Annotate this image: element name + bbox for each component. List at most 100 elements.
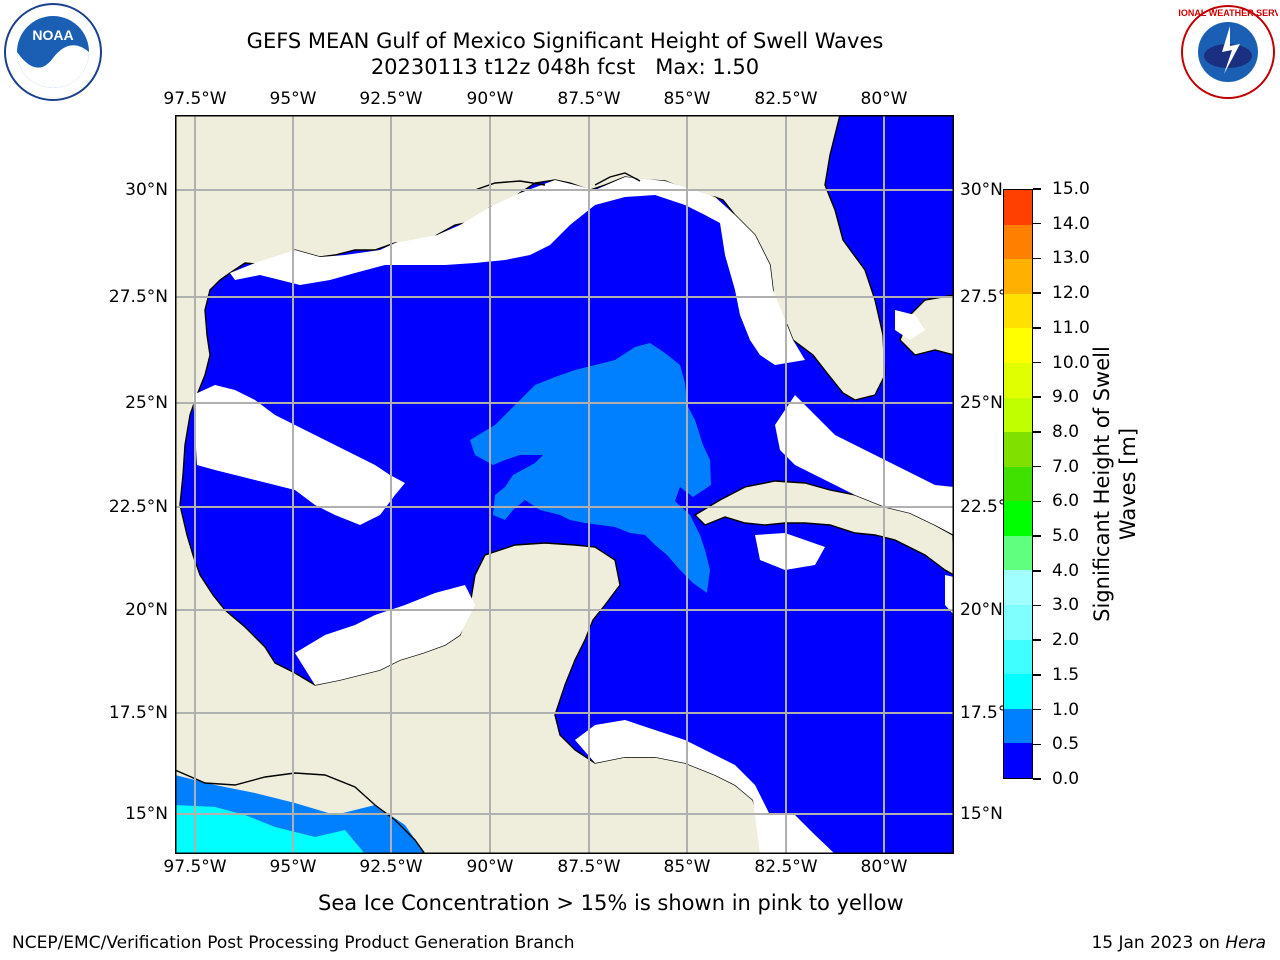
colorbar-tick-label: 11.0 xyxy=(1052,317,1090,338)
colorbar-tick-mark xyxy=(1033,327,1041,329)
colorbar-segment xyxy=(1004,224,1032,260)
colorbar-tick-label: 12.0 xyxy=(1052,283,1090,304)
lat-label-left: 22.5°N xyxy=(108,497,168,517)
lon-label-bottom: 80°W xyxy=(860,857,908,877)
colorbar-segment xyxy=(1004,743,1032,778)
sea-ice-caption: Sea Ice Concentration > 15% is shown in … xyxy=(318,891,904,915)
footer-right: 15 Jan 2023 on Hera xyxy=(1091,933,1266,953)
map-plot xyxy=(175,115,954,854)
colorbar-segment xyxy=(1004,432,1032,467)
colorbar-segment xyxy=(1004,259,1032,294)
svg-text:NOAA: NOAA xyxy=(32,27,73,43)
lon-label-top: 85°W xyxy=(663,89,711,109)
map-border xyxy=(175,115,954,854)
lon-label-top: 97.5°W xyxy=(163,89,227,109)
lat-label-left: 17.5°N xyxy=(108,703,168,723)
lon-label-top: 87.5°W xyxy=(557,89,621,109)
lat-label-left: 27.5°N xyxy=(108,287,168,307)
colorbar-tick-mark xyxy=(1033,535,1041,537)
svg-text:NATIONAL WEATHER SERVICE: NATIONAL WEATHER SERVICE xyxy=(1178,8,1278,18)
lat-label-left: 30°N xyxy=(125,180,168,200)
lon-label-top: 95°W xyxy=(269,89,317,109)
colorbar-segment xyxy=(1004,535,1032,571)
colorbar-segment xyxy=(1004,293,1032,329)
colorbar-tick-label: 6.0 xyxy=(1052,491,1080,512)
footer-left: NCEP/EMC/Verification Post Processing Pr… xyxy=(12,933,575,953)
colorbar-tick-label: 2.0 xyxy=(1052,630,1080,651)
colorbar-tick-label: 4.0 xyxy=(1052,560,1080,581)
national-weather-service-logo: NATIONAL WEATHER SERVICE xyxy=(1178,5,1278,99)
colorbar-tick-mark xyxy=(1033,361,1041,364)
colorbar-tick-label: 8.0 xyxy=(1052,421,1080,442)
colorbar-tick-mark xyxy=(1033,222,1041,225)
colorbar-segment xyxy=(1004,466,1032,502)
colorbar-tick-label: 3.0 xyxy=(1052,595,1080,616)
lon-label-bottom: 87.5°W xyxy=(557,857,621,877)
lon-label-bottom: 97.5°W xyxy=(163,857,227,877)
colorbar-tick-mark xyxy=(1033,431,1041,433)
lon-label-bottom: 85°W xyxy=(663,857,711,877)
colorbar-segment xyxy=(1004,570,1032,606)
colorbar-tick-mark xyxy=(1033,604,1041,607)
colorbar-segment xyxy=(1004,639,1032,675)
lat-label-left: 20°N xyxy=(125,600,168,620)
colorbar-segment xyxy=(1004,708,1032,744)
colorbar-tick-label: 7.0 xyxy=(1052,456,1080,477)
colorbar-tick-mark xyxy=(1033,188,1041,190)
lat-label-right: 27.5° xyxy=(960,287,1007,307)
lat-label-left: 15°N xyxy=(125,804,168,824)
colorbar-tick-label: 0.5 xyxy=(1052,734,1080,755)
colorbar-segment xyxy=(1004,674,1032,709)
lat-label-right: 25°N xyxy=(960,393,1003,413)
colorbar-tick-mark xyxy=(1033,743,1041,746)
colorbar-segment xyxy=(1004,397,1032,433)
lat-label-right: 30°N xyxy=(960,180,1003,200)
colorbar-tick-mark xyxy=(1033,674,1041,676)
lat-label-right: 20°N xyxy=(960,600,1003,620)
colorbar-tick-mark xyxy=(1033,639,1041,641)
lon-label-top: 82.5°W xyxy=(754,89,818,109)
colorbar-tick-mark xyxy=(1033,465,1041,468)
colorbar-label: Significant Height of Swell Waves [m] xyxy=(1090,346,1140,622)
lon-label-top: 90°W xyxy=(466,89,514,109)
graticule xyxy=(175,115,954,854)
footer-date: 15 Jan 2023 on xyxy=(1091,933,1226,953)
noaa-logo: NOAA xyxy=(4,3,102,101)
colorbar-segment xyxy=(1004,501,1032,536)
colorbar-tick-label: 13.0 xyxy=(1052,248,1090,269)
colorbar-tick-label: 15.0 xyxy=(1052,179,1090,199)
colorbar-segment xyxy=(1004,605,1032,640)
colorbar-segment xyxy=(1004,190,1032,225)
lon-label-bottom: 95°W xyxy=(269,857,317,877)
land xyxy=(175,115,954,854)
swell-band-0p5 xyxy=(470,343,711,593)
colorbar-tick-label: 1.5 xyxy=(1052,664,1080,685)
lat-label-right: 15°N xyxy=(960,804,1003,824)
land-cuba xyxy=(693,480,954,576)
lat-label-left: 25°N xyxy=(125,393,168,413)
colorbar-tick-mark xyxy=(1033,257,1041,260)
lon-label-bottom: 82.5°W xyxy=(754,857,818,877)
lon-label-bottom: 90°W xyxy=(466,857,514,877)
lat-label-right: 17.5° xyxy=(960,703,1007,723)
land-hispaniola xyxy=(899,294,954,356)
colorbar-segment xyxy=(1004,362,1032,398)
colorbar-tick-label: 5.0 xyxy=(1052,526,1080,547)
colorbar-tick-label: 10.0 xyxy=(1052,352,1090,373)
colorbar-tick-mark xyxy=(1033,570,1041,572)
colorbar-tick-label: 14.0 xyxy=(1052,213,1090,234)
lon-label-top: 80°W xyxy=(860,89,908,109)
colorbar-tick-label: 9.0 xyxy=(1052,387,1080,408)
colorbar-tick-mark xyxy=(1033,778,1041,780)
lon-label-top: 92.5°W xyxy=(359,89,423,109)
colorbar xyxy=(1003,189,1033,779)
chart-title: GEFS MEAN Gulf of Mexico Significant Hei… xyxy=(246,29,884,53)
colorbar-tick-mark xyxy=(1033,396,1041,398)
lat-label-right: 22.5° xyxy=(960,497,1007,517)
colorbar-tick-label: 1.0 xyxy=(1052,699,1080,720)
colorbar-tick-mark xyxy=(1033,292,1041,294)
footer-system: Hera xyxy=(1225,933,1266,953)
colorbar-tick-label: 0.0 xyxy=(1052,769,1080,789)
chart-subtitle: 20230113 t12z 048h fcst Max: 1.50 xyxy=(370,55,760,79)
colorbar-tick-mark xyxy=(1033,500,1041,503)
